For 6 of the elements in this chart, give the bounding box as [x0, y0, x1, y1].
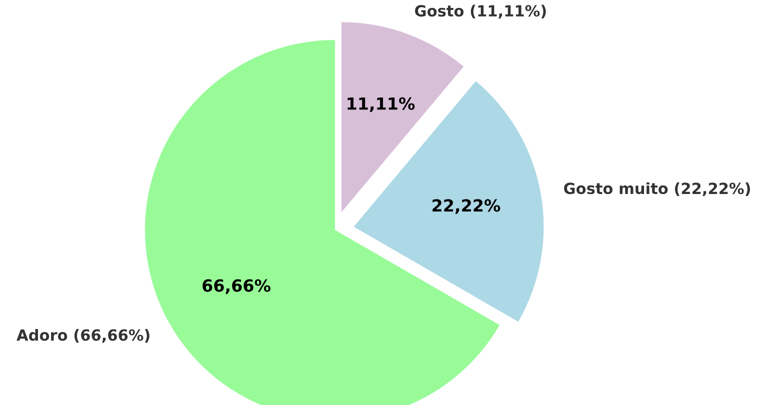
data-label: 11,11% — [348, 97, 415, 112]
data-label: 22,22% — [432, 199, 500, 214]
slice-label: Adoro (66,66%) — [16, 329, 150, 343]
slice-label: Gosto (11,11%) — [415, 4, 546, 19]
slice-label: Gosto muito (22,22%) — [564, 182, 750, 196]
data-label: 66,66% — [202, 279, 270, 294]
